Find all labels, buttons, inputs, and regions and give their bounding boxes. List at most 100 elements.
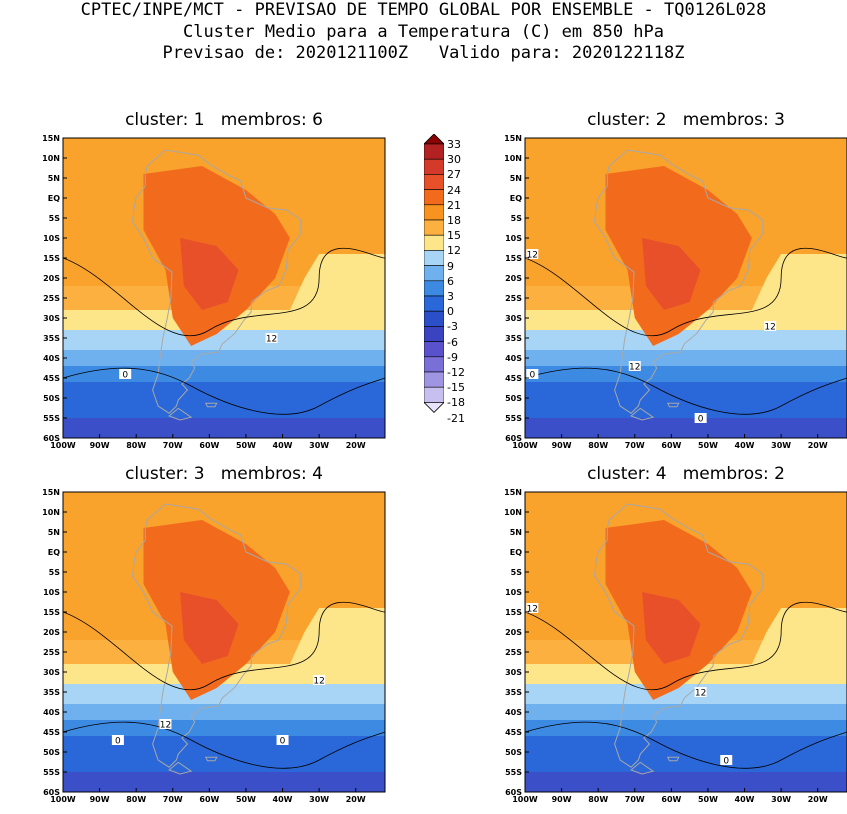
lat-tick-label: 45S [43,728,60,737]
lat-tick-label: 15S [43,608,60,617]
lat-tick-label: 35S [505,688,522,697]
colorbar-label: 12 [447,244,461,258]
lon-tick-label: 50W [698,441,718,450]
map-frame [524,137,847,439]
colorbar-label: 6 [447,274,454,288]
lon-tick-label: 20W [808,441,828,450]
colorbar-label: 24 [447,183,461,197]
lat-tick-label: 10N [504,154,522,163]
colorbar-swatch [424,356,444,373]
contour-label-bg [526,603,539,613]
lon-tick-label: 70W [625,441,645,450]
map-plot: 12 12 12 0 0 15N 10N 5N EQ 5S 10S 15S 20S 25S 30S 35S 40… [504,134,847,450]
lon-tick-label: 100W [512,795,538,804]
map-frame [62,491,386,793]
colorbar-swatch [424,204,444,221]
lat-tick-label: 35S [505,334,522,343]
colorbar-swatch [424,265,444,282]
temperature-band [180,592,239,664]
temperature-band [63,684,385,704]
lat-tick-label: 5N [510,174,522,183]
lat-tick-label: 15N [42,488,60,497]
lon-tick-label: 60W [199,441,219,450]
colorbar-swatches [424,134,444,413]
map-frame [62,137,386,439]
contour-label-bg [694,413,707,423]
lon-tick-label: 30W [771,795,791,804]
temperature-band [525,684,847,704]
temperature-band [289,608,385,684]
lat-tick-label: 30S [43,314,60,323]
island-outline [630,761,655,775]
temperature-band [63,330,385,350]
lon-tick-label: 90W [552,441,572,450]
lon-tick-label: 20W [346,795,366,804]
panel-title: cluster: 1 membros: 6 [125,110,323,130]
header-line-1: CPTEC/INPE/MCT - PREVISAO DE TEMPO GLOBA… [80,0,767,20]
contour-label-bg [119,369,132,379]
lat-tick-label: 5N [510,528,522,537]
lat-tick-label: 25S [505,294,522,303]
temperature-band [525,350,847,366]
contour-label-bg [628,361,641,371]
contour-label: 12 [695,689,706,699]
continent-outline [131,503,302,768]
contour-label-bg [526,369,539,379]
colorbar-swatch [424,189,444,206]
lat-tick-label: 5N [48,528,60,537]
contour-label-bg [265,333,278,343]
lon-tick-label: 50W [236,441,256,450]
lat-tick-label: 15N [504,488,522,497]
lat-tick-label: 55S [505,414,522,423]
lon-tick-label: 50W [698,795,718,804]
temperature-band [525,382,847,418]
lat-tick-label: 60S [43,788,60,797]
map-frame [524,491,847,793]
lat-tick-label: 10N [42,508,60,517]
map-plot: 12 12 0 15N 10N 5N EQ 5S 10S 15S 20S 25S 30S 35S 40S 45… [504,488,847,804]
temperature-band [63,382,385,418]
contour-label-bg [313,675,326,685]
contour-12 [63,601,385,691]
lon-tick-label: 70W [163,441,183,450]
lat-tick-label: 25S [43,648,60,657]
colorbar-label: -21 [447,411,465,425]
temperature-band [63,772,385,792]
contour-label-bg [111,735,124,745]
lon-tick-label: 40W [273,441,293,450]
lon-tick-label: 100W [50,795,76,804]
lat-tick-label: 15S [505,608,522,617]
lat-tick-label: 60S [43,434,60,443]
contour-0 [525,721,847,769]
contour-12 [63,247,385,337]
lat-tick-label: 5S [49,214,61,223]
lat-tick-label: 10S [505,234,522,243]
panel-title: cluster: 2 membros: 3 [587,110,785,130]
temperature-band [63,418,385,438]
lon-tick-label: 80W [126,795,146,804]
lat-tick-label: 45S [505,728,522,737]
colorbar-label: 21 [447,198,461,212]
lon-tick-label: 80W [588,441,608,450]
lat-tick-label: 10N [42,154,60,163]
colorbar-swatch [424,250,444,266]
temperature-band [63,366,385,382]
temperature-band [180,238,239,310]
lat-tick-label: 35S [43,334,60,343]
contour-label: 12 [160,721,171,731]
contour-label: 0 [723,757,729,767]
colorbar-label: -12 [447,366,465,379]
map-plot: 12 0 15N 10N 5N EQ 5S 10S 15S 20S 25S 30S 35S 40S 45S 5… [42,134,386,450]
contour-label: 12 [629,363,640,373]
contour-label: 12 [764,323,775,333]
lat-tick-label: 45S [505,374,522,383]
lat-tick-label: 60S [505,788,522,797]
lat-tick-label: 55S [43,414,60,423]
lon-tick-label: 70W [163,795,183,804]
temperature-band [525,366,847,382]
temperature-band [525,330,847,350]
lon-tick-label: 40W [735,441,755,450]
colorbar-arrow-top [424,134,444,145]
temperature-band [525,704,847,720]
contour-label: 0 [529,371,535,381]
